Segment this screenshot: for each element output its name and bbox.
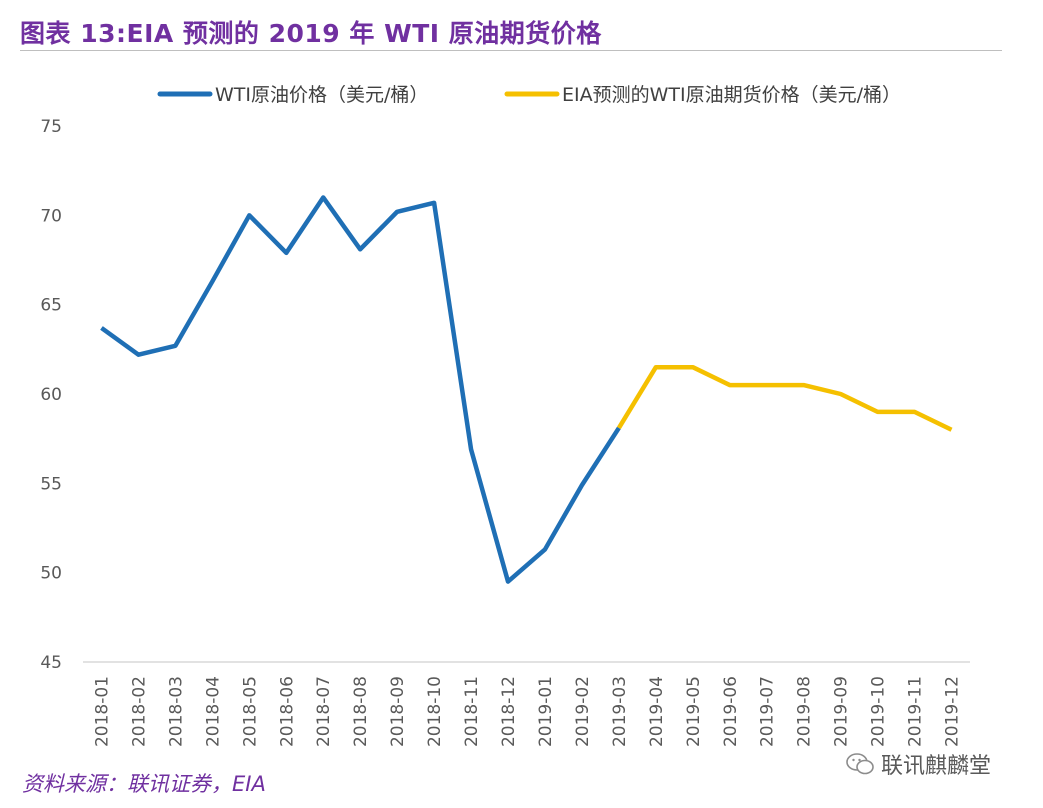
x-tick-label: 2018-05 — [240, 676, 260, 747]
x-tick-label: 2019-05 — [684, 676, 704, 747]
y-tick-label: 55 — [40, 474, 62, 494]
x-tick-label: 2019-09 — [832, 676, 852, 747]
title-divider — [20, 50, 1002, 51]
x-tick-label: 2018-09 — [388, 676, 408, 747]
x-tick-label: 2018-12 — [499, 676, 519, 747]
y-tick-label: 70 — [40, 206, 62, 226]
y-tick-label: 50 — [40, 564, 62, 584]
x-tick-label: 2019-03 — [610, 676, 630, 747]
series-line-2 — [616, 364, 953, 432]
watermark: 联讯麒麟堂 — [845, 748, 991, 780]
x-tick-label: 2019-07 — [758, 676, 778, 747]
x-tick-label: 2019-11 — [906, 676, 926, 747]
watermark-text: 联讯麒麟堂 — [881, 754, 992, 779]
x-tick-label: 2018-03 — [166, 676, 186, 747]
y-tick-label: 65 — [40, 296, 62, 316]
legend-label: EIA预测的WTI原油期货价格（美元/桶） — [562, 84, 901, 106]
wechat-icon — [846, 753, 874, 775]
x-tick-label: 2018-04 — [203, 676, 223, 747]
x-tick-label: 2018-01 — [92, 676, 112, 747]
source-note: 资料来源：联讯证券，EIA — [22, 772, 266, 796]
x-tick-label: 2018-10 — [425, 676, 445, 747]
y-tick-label: 60 — [40, 385, 62, 405]
x-tick-label: 2019-06 — [721, 676, 741, 747]
x-tick-label: 2018-11 — [462, 676, 482, 747]
y-tick-label: 45 — [40, 653, 62, 673]
series-line-1 — [100, 195, 621, 584]
x-tick-label: 2019-12 — [943, 676, 963, 747]
y-tick-label: 75 — [40, 117, 62, 137]
x-tick-label: 2019-08 — [795, 676, 815, 747]
x-tick-label: 2018-02 — [129, 676, 149, 747]
chart-title: 图表 13:EIA 预测的 2019 年 WTI 原油期货价格 — [20, 19, 602, 48]
x-tick-label: 2019-02 — [573, 676, 593, 747]
x-tick-label: 2018-07 — [314, 676, 334, 747]
legend-label: WTI原油价格（美元/桶） — [215, 84, 428, 106]
x-tick-label: 2018-06 — [277, 676, 297, 747]
x-tick-label: 2019-10 — [869, 676, 889, 747]
x-tick-label: 2019-04 — [647, 676, 667, 747]
x-tick-label: 2018-08 — [351, 676, 371, 747]
x-tick-label: 2019-01 — [536, 676, 556, 747]
